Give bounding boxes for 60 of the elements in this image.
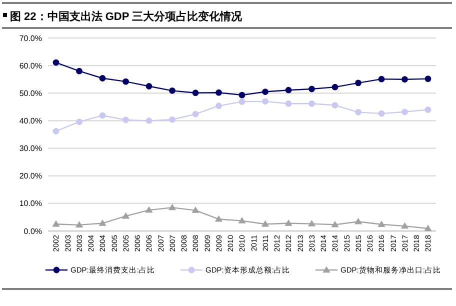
point — [331, 220, 339, 228]
point — [332, 102, 338, 108]
point — [308, 220, 316, 226]
y-tick-label: 20.0% — [19, 172, 42, 181]
point — [424, 106, 432, 113]
point — [75, 221, 84, 228]
point — [169, 116, 176, 123]
point — [52, 59, 60, 66]
point — [378, 220, 386, 227]
point — [52, 220, 60, 227]
y-tick-label: 40.0% — [19, 116, 42, 126]
y-tick-label: 30.0% — [19, 144, 42, 154]
point — [354, 218, 362, 224]
y-tick-label: 70.0% — [19, 34, 42, 43]
point — [378, 110, 385, 117]
point — [146, 118, 152, 124]
point — [284, 219, 292, 226]
point — [355, 108, 362, 116]
point — [308, 100, 315, 107]
point — [261, 220, 270, 227]
y-tick-label: 60.0% — [19, 61, 42, 70]
point — [355, 80, 362, 86]
point — [424, 76, 432, 82]
y-tick-label: 50.0% — [19, 88, 42, 98]
point — [424, 224, 432, 232]
point — [99, 75, 106, 82]
point — [168, 204, 176, 210]
point — [169, 87, 176, 94]
y-tick-label: 0.0% — [24, 226, 42, 236]
point — [332, 84, 338, 90]
point — [308, 86, 315, 92]
point — [122, 78, 129, 85]
point — [192, 206, 200, 213]
point — [76, 118, 82, 126]
point — [238, 98, 246, 105]
point — [402, 108, 408, 116]
point — [238, 217, 246, 224]
point — [214, 215, 223, 222]
point — [285, 86, 292, 94]
point — [400, 222, 409, 229]
point — [262, 98, 268, 105]
point — [145, 206, 153, 213]
point — [122, 212, 130, 219]
point — [99, 112, 106, 119]
point — [216, 102, 222, 110]
point — [76, 68, 82, 74]
point — [192, 110, 199, 118]
point — [238, 92, 246, 98]
point — [285, 100, 292, 107]
point — [98, 219, 106, 226]
point — [122, 116, 129, 124]
point — [52, 128, 60, 134]
point — [192, 90, 199, 96]
y-tick-label: 10.0% — [19, 199, 42, 208]
point — [146, 83, 152, 90]
point — [262, 88, 268, 95]
chart-title: 图 22：中国支出法 GDP 三大分项占比变化情况 — [10, 10, 244, 23]
point — [402, 76, 408, 83]
point — [378, 76, 385, 82]
point — [216, 89, 222, 96]
